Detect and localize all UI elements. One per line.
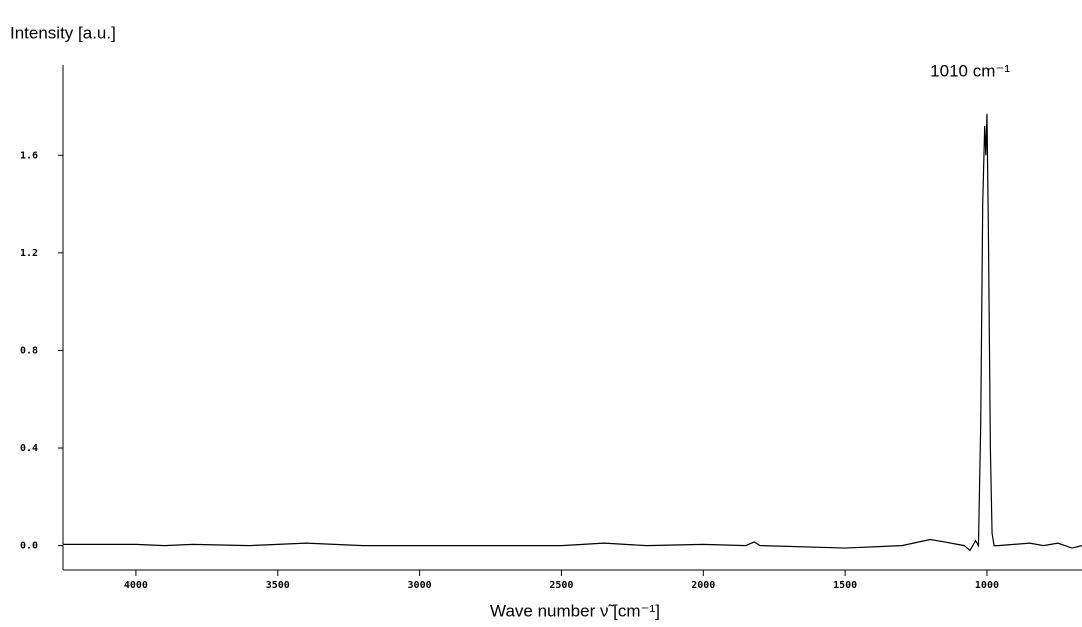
x-tick-label: 3000 bbox=[408, 580, 432, 591]
x-tick-label: 3500 bbox=[266, 580, 290, 591]
x-tick-label: 1500 bbox=[833, 580, 857, 591]
x-tick-label: 2000 bbox=[691, 580, 715, 591]
spectrum-line bbox=[63, 113, 1082, 552]
y-tick-label: 1.2 bbox=[20, 248, 38, 259]
x-tick-label: 1000 bbox=[975, 580, 999, 591]
x-tick-label: 2500 bbox=[549, 580, 573, 591]
x-tick-label: 4000 bbox=[124, 580, 148, 591]
x-axis-label: Wave number ν̃ [cm⁻¹] bbox=[490, 601, 660, 620]
y-tick-label: 1.6 bbox=[20, 150, 38, 161]
y-tick-label: 0.8 bbox=[20, 345, 38, 356]
peak-annotation: 1010 cm⁻¹ bbox=[930, 61, 1010, 80]
y-axis-label: Intensity [a.u.] bbox=[10, 23, 116, 42]
y-tick-label: 0.4 bbox=[20, 443, 38, 454]
y-tick-label: 0.0 bbox=[20, 541, 38, 552]
